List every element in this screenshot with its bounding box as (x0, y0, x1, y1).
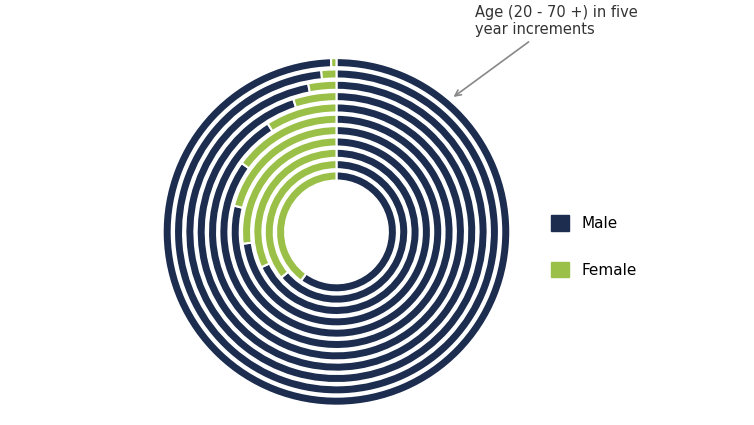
Wedge shape (243, 137, 431, 326)
Wedge shape (185, 81, 488, 383)
Wedge shape (242, 137, 336, 244)
Wedge shape (242, 115, 336, 168)
Legend: Male, Female: Male, Female (550, 215, 636, 278)
Wedge shape (268, 103, 336, 131)
Wedge shape (276, 171, 336, 281)
Wedge shape (301, 171, 397, 292)
Wedge shape (261, 149, 420, 315)
Wedge shape (281, 160, 408, 304)
Wedge shape (234, 126, 336, 208)
Wedge shape (321, 69, 336, 79)
Wedge shape (293, 92, 336, 108)
Wedge shape (331, 58, 336, 67)
Wedge shape (197, 92, 477, 372)
Wedge shape (219, 115, 454, 349)
Wedge shape (253, 149, 336, 267)
Wedge shape (265, 160, 336, 278)
Wedge shape (208, 103, 465, 360)
Wedge shape (308, 81, 336, 92)
Text: Age (20 - 70 +) in five
year increments: Age (20 - 70 +) in five year increments (455, 5, 638, 96)
Wedge shape (231, 126, 443, 338)
Wedge shape (163, 58, 510, 406)
Wedge shape (174, 69, 499, 394)
